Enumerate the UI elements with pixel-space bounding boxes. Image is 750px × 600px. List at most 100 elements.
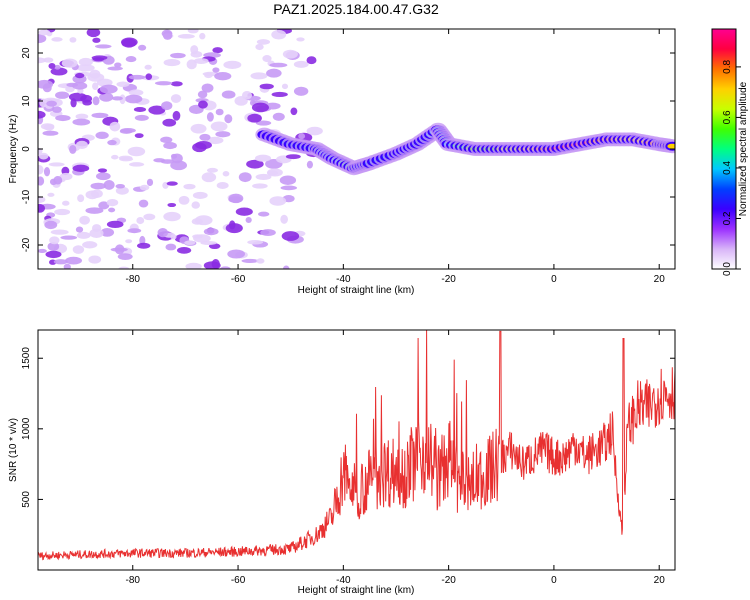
spectrogram-noise-blob <box>191 201 200 209</box>
spectrogram-noise-blob <box>185 262 202 269</box>
spectrogram-noise-blob <box>251 102 269 113</box>
spectrogram-noise-blob <box>260 229 276 237</box>
spectrogram-noise-blob <box>250 72 268 80</box>
spectrogram-noise-blob <box>94 44 112 49</box>
spectrogram-noise-blob <box>53 259 68 265</box>
spectrogram-x-label: Height of straight line (km) <box>298 285 415 296</box>
spectrogram-noise-blob <box>78 57 93 67</box>
spectrogram-noise-blob <box>106 198 119 207</box>
colorbar-tick-label: 0.8 <box>722 60 733 74</box>
signal-ridge-core <box>667 143 675 149</box>
spectrogram-noise-blob <box>296 37 305 42</box>
spectrogram-noise-blob <box>92 96 100 106</box>
spectrogram-noise-blob <box>198 100 208 109</box>
spectrogram-noise-blob <box>92 57 105 62</box>
spectrogram-noise-blob <box>117 253 133 261</box>
spectrogram-noise-blob <box>49 236 60 245</box>
spectrogram-noise-blob <box>109 121 121 132</box>
spectrogram-noise-blob <box>52 106 62 113</box>
spectrogram-noise-blob <box>255 173 272 180</box>
spectrogram-noise-blob <box>212 47 223 54</box>
spectrogram-noise-blob <box>75 113 89 120</box>
spectrogram-noise-blob <box>114 244 125 255</box>
x-tick-label: 20 <box>654 575 666 586</box>
spectrogram-noise-blob <box>68 92 87 102</box>
spectrogram-noise-blob <box>163 58 181 67</box>
spectrogram-noise-blob <box>306 56 317 65</box>
spectrogram-noise-blob <box>75 226 84 233</box>
x-tick-label: 0 <box>551 274 557 285</box>
spectrogram-noise-blob <box>235 207 253 216</box>
spectrogram-noise-blob <box>128 89 144 96</box>
spectrogram-noise-blob <box>114 62 122 68</box>
spectrogram-noise-blob <box>222 171 230 177</box>
spectrogram-noise-blob <box>228 193 244 204</box>
spectrogram-noise-blob <box>171 153 183 164</box>
spectrogram-noise-blob <box>206 136 224 145</box>
spectrogram-noise-blob <box>163 211 181 222</box>
spectrogram-noise-blob <box>38 176 45 186</box>
spectrogram-noise-blob <box>51 37 63 42</box>
spectrogram-noise-blob <box>285 154 301 160</box>
spectrogram-noise-blob <box>256 39 271 45</box>
spectrogram-noise-blob <box>290 107 298 116</box>
spectrogram-noise-blob <box>69 37 77 43</box>
spectrogram-noise-blob <box>40 123 55 130</box>
spectrogram-noise-blob <box>88 255 102 264</box>
spectrogram-noise-blob <box>48 62 56 69</box>
spectrogram-noise-blob <box>281 231 300 241</box>
spectrogram-noise-blob <box>256 258 265 264</box>
spectrogram-noise-blob <box>306 126 323 136</box>
spectrogram-noise-blob <box>190 45 199 55</box>
spectrogram-noise-blob <box>90 182 107 190</box>
spectrogram-noise-blob <box>145 73 153 81</box>
snr-frame <box>37 329 676 571</box>
spectrogram-noise-blob <box>269 196 287 206</box>
snr-y-axis: 500 1000 1500 <box>21 347 675 508</box>
spectrogram-noise-blob <box>46 100 57 107</box>
spectrogram-noise-blob <box>43 167 51 177</box>
page-title: PAZ1.2025.184.00.47.G32 <box>273 1 439 17</box>
spectrogram-noise-blob <box>206 112 214 122</box>
spectrogram-noise-blob <box>121 38 137 48</box>
spectrogram-noise-blob <box>65 256 83 265</box>
spectrogram-noise-blob <box>99 84 118 94</box>
spectrogram-noise-blob <box>212 67 220 73</box>
spectrogram-noise-blob <box>148 105 166 115</box>
spectrogram-noise-blob <box>76 64 95 72</box>
spectrogram-noise-blob <box>199 32 206 40</box>
spectrogram-noise-blob <box>111 96 123 101</box>
spectrogram-noise-blob <box>91 112 109 118</box>
spectrogram-noise-blob <box>108 207 116 213</box>
spectrogram-noise-blob <box>99 92 114 102</box>
spectrogram-noise-blob <box>280 214 289 224</box>
spectrogram-noise-blob <box>76 231 91 239</box>
spectrogram-noise-blob <box>172 110 181 121</box>
spectrogram-noise-blob <box>82 241 98 249</box>
spectrogram-noise-blob <box>43 57 54 63</box>
colorbar-tick-label: 0.0 <box>722 262 733 276</box>
spectrogram-noise-blob <box>293 60 309 68</box>
spectrogram-noise-blob <box>282 265 290 269</box>
y-tick-label: 10 <box>21 95 32 107</box>
spectrogram-noise-blob <box>170 81 183 87</box>
spectrogram-noise-blob <box>115 186 129 195</box>
spectrogram-noise-blob <box>157 228 169 238</box>
spectrogram-noise-blob <box>45 250 62 259</box>
spectrogram-noise-blob <box>89 69 101 79</box>
spectrogram-noise-blob <box>98 201 110 210</box>
snr-y-label: SNR (10 * v/v) <box>8 418 19 482</box>
spectrogram-noise-blob <box>116 81 130 88</box>
spectrogram-area <box>38 29 675 269</box>
x-tick-label: 20 <box>654 274 666 285</box>
spectrogram-noise-blob <box>195 141 212 150</box>
x-tick-label: -20 <box>441 575 456 586</box>
spectrogram-noise-blob <box>106 220 124 229</box>
spectrogram-noise-blob <box>271 91 288 98</box>
spectrogram-noise-blob <box>72 245 85 254</box>
spectrogram-noise-blob <box>129 162 145 167</box>
spectrogram-noise-blob <box>160 136 173 143</box>
spectrogram-noise-blob <box>38 79 54 89</box>
spectrogram-noise-blob <box>96 172 111 181</box>
